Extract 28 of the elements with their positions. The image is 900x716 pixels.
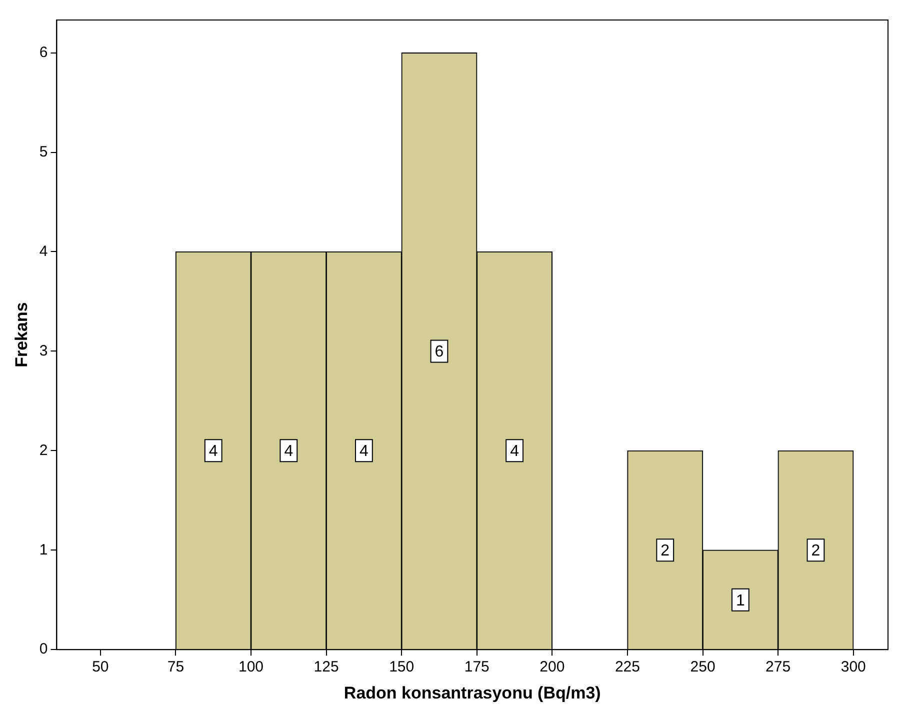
y-tick-label: 1: [39, 541, 48, 558]
data-label: 6: [434, 344, 444, 361]
x-axis-title: Radon konsantrasyonu (Bq/m3): [344, 683, 601, 702]
x-tick-label: 250: [690, 658, 716, 676]
data-label: 1: [736, 592, 745, 610]
data-label: 4: [510, 443, 520, 460]
x-tick-label: 300: [840, 658, 866, 676]
y-tick-label: 0: [39, 640, 48, 658]
data-label: 4: [208, 443, 218, 460]
x-tick-label: 275: [766, 658, 791, 676]
x-tick-label: 150: [389, 658, 414, 676]
data-label: 4: [359, 443, 368, 460]
y-tick-label: 3: [39, 342, 48, 360]
x-tick-label: 200: [540, 658, 565, 676]
x-tick-label: 125: [314, 658, 339, 676]
y-tick-label: 6: [39, 44, 48, 61]
x-tick-label: 175: [464, 658, 490, 676]
x-tick-label: 100: [238, 658, 264, 676]
x-tick-label: 225: [614, 658, 640, 676]
x-tick-label: 75: [167, 658, 184, 676]
y-tick-label: 2: [39, 442, 48, 459]
data-label: 2: [660, 542, 670, 560]
data-label: 2: [811, 542, 820, 560]
y-tick-label: 4: [39, 242, 48, 260]
data-label: 4: [284, 443, 294, 460]
y-axis-title: Frekans: [12, 302, 31, 368]
x-tick-label: 50: [92, 658, 109, 676]
y-tick-label: 5: [39, 143, 48, 160]
